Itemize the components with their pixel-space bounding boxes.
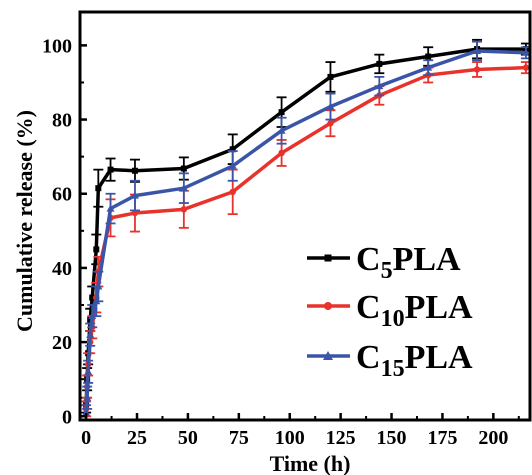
data-point: [278, 109, 285, 116]
plot-frame: [78, 10, 532, 422]
x-axis-title: Time (h): [270, 451, 351, 475]
legend-entry: C5PLA: [307, 241, 461, 284]
series-C15PLA: [81, 40, 531, 421]
legend: C5PLA C10PLA C15PLA: [307, 241, 473, 382]
data-point: [82, 408, 91, 416]
data-point: [131, 209, 139, 217]
data-point: [180, 165, 187, 172]
data-point: [473, 46, 482, 54]
data-point: [93, 246, 100, 253]
series-layer: [81, 38, 531, 421]
data-point: [130, 191, 139, 199]
axes: 0 20 40 60 80 100 0 25 50 75 100 125 150 175 200: [42, 10, 532, 449]
legend-marker: [323, 351, 333, 360]
data-point: [107, 166, 114, 173]
data-point: [92, 297, 101, 305]
y-tick-label: 0: [62, 406, 72, 428]
data-point: [228, 161, 237, 169]
x-tick-label: 25: [127, 427, 147, 449]
data-point: [229, 146, 236, 153]
legend-label: C5PLA: [356, 241, 461, 284]
x-tick-label: 75: [229, 427, 249, 449]
x-tick-label: 125: [326, 427, 356, 449]
data-point: [327, 120, 334, 127]
data-point: [229, 188, 236, 196]
data-point: [89, 294, 96, 301]
y-tick-label: 40: [52, 258, 72, 280]
data-point: [424, 63, 433, 71]
x-tick-label: 0: [81, 427, 91, 449]
legend-entry: C10PLA: [307, 289, 473, 332]
data-point: [376, 60, 383, 67]
data-point: [88, 312, 97, 320]
legend-marker: [324, 254, 332, 262]
data-point: [278, 149, 285, 157]
x-tick-label: 100: [275, 427, 305, 449]
data-point: [473, 66, 481, 73]
data-point: [94, 282, 103, 290]
y-axis-title: Cumulative release (%): [12, 110, 37, 332]
data-point: [179, 184, 188, 192]
data-point: [327, 73, 334, 80]
legend-marker: [324, 302, 332, 310]
data-point: [522, 64, 530, 71]
data-point: [326, 102, 335, 110]
data-point: [95, 185, 102, 192]
y-tick-label: 80: [52, 110, 72, 132]
data-point: [106, 204, 115, 212]
data-point: [375, 82, 384, 90]
y-tick-label: 20: [52, 332, 72, 354]
y-tick-label: 100: [42, 35, 72, 57]
x-tick-label: 50: [178, 427, 198, 449]
legend-label: C15PLA: [356, 339, 473, 382]
data-point: [277, 126, 286, 134]
data-point: [425, 53, 432, 60]
data-point: [180, 206, 188, 213]
x-tick-label: 175: [427, 427, 457, 449]
data-point: [83, 393, 92, 401]
x-tick-label: 150: [377, 427, 407, 449]
data-point: [521, 48, 530, 56]
legend-label: C10PLA: [356, 289, 473, 332]
y-tick-label: 60: [52, 184, 72, 206]
data-point: [131, 167, 138, 174]
data-point: [86, 330, 95, 338]
data-point: [84, 367, 93, 375]
legend-entry: C15PLA: [307, 339, 473, 382]
x-tick-label: 200: [478, 427, 508, 449]
